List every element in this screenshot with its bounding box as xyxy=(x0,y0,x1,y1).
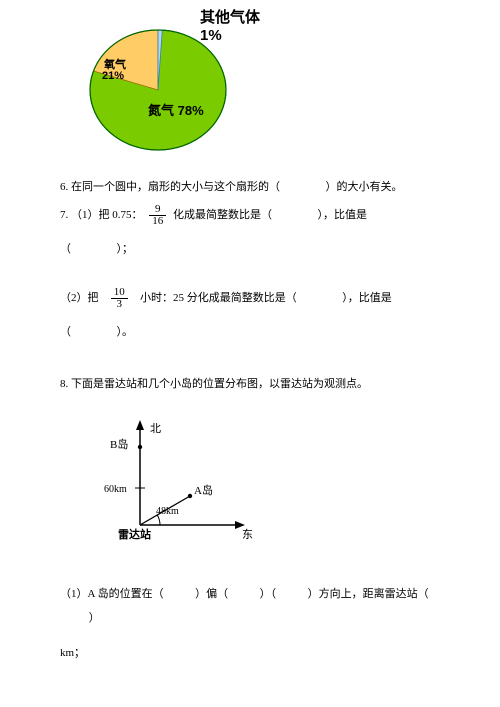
q8-1-t2: ）偏（ xyxy=(195,588,228,600)
question-7-1-tail: （ ）； xyxy=(60,237,440,261)
arrow-east xyxy=(235,521,245,529)
question-8-1-tail: km； xyxy=(60,641,440,665)
question-7-1: 7. （1）把 0.75： 9 16 化成最简整数比是（ ），比值是 xyxy=(60,203,440,227)
arrow-north xyxy=(136,420,144,430)
q7-2-den: 3 xyxy=(111,299,128,310)
label-nitrogen: 氮气 78% xyxy=(148,100,204,119)
label-oxygen-2: 21% xyxy=(102,70,124,82)
point-a xyxy=(188,494,192,498)
question-6: 6. 在同一个圆中，扇形的大小与这个扇形的（ ）的大小有关。 xyxy=(60,175,440,199)
label-b-dist: 60km xyxy=(104,484,127,495)
label-radar: 雷达站 xyxy=(118,527,151,541)
q7-2-mid: 小时：25 分化成最简整数比是（ xyxy=(140,292,297,304)
q6-text-a: 6. 在同一个圆中，扇形的大小与这个扇形的（ xyxy=(60,181,280,193)
q7-1-den: 16 xyxy=(149,216,166,227)
q8-1-t4: ）方向上，距离雷达站（ xyxy=(308,588,429,600)
q7-1-t2: ）； xyxy=(117,243,134,255)
question-7-2: （2）把 10 3 小时：25 分化成最简整数比是（ ），比值是 xyxy=(60,286,440,310)
q7-1-t1: （ xyxy=(60,243,71,255)
label-a-island: A岛 xyxy=(194,483,213,497)
radar-svg: 北 东 雷达站 B岛 A岛 60km 48km xyxy=(90,410,260,560)
q7-2-mid2: ），比值是 xyxy=(342,292,392,304)
q7-1-mid2: ），比值是 xyxy=(318,209,368,221)
q6-text-b: ）的大小有关。 xyxy=(326,181,403,193)
q7-2-num: 10 xyxy=(111,287,128,299)
q7-1-fraction: 9 16 xyxy=(149,204,166,227)
q8-1-t3: ）（ xyxy=(260,588,277,600)
label-north: 北 xyxy=(150,422,161,435)
label-b-island: B岛 xyxy=(110,437,128,451)
q8-1-t1: （1）A 岛的位置在（ xyxy=(60,588,164,600)
q8-1-t5: ） xyxy=(89,612,100,624)
q7-2-t1: （ xyxy=(60,326,71,338)
label-a-dist: 48km xyxy=(156,506,179,517)
point-b xyxy=(138,445,142,449)
q7-2-fraction: 10 3 xyxy=(111,287,128,310)
pie-chart: 其他气体 1% 氮气 78% 氧气 21% xyxy=(80,0,280,165)
q7-2-pre: （2）把 xyxy=(60,292,99,304)
question-8-intro: 8. 下面是雷达站和几个小岛的位置分布图，以雷达站为观测点。 xyxy=(60,372,440,396)
q7-1-mid: 化成最简整数比是（ xyxy=(173,209,272,221)
q7-1-pre: 7. （1）把 0.75： xyxy=(60,209,143,221)
question-7-2-tail: （ ）。 xyxy=(60,320,440,344)
pie-svg xyxy=(88,28,228,153)
q7-2-t2: ）。 xyxy=(117,326,134,338)
question-8-1: （1）A 岛的位置在（ ）偏（ ）（ ）方向上，距离雷达站（ ） xyxy=(60,582,440,630)
radar-diagram: 北 东 雷达站 B岛 A岛 60km 48km xyxy=(90,410,260,560)
label-east: 东 xyxy=(242,528,253,541)
